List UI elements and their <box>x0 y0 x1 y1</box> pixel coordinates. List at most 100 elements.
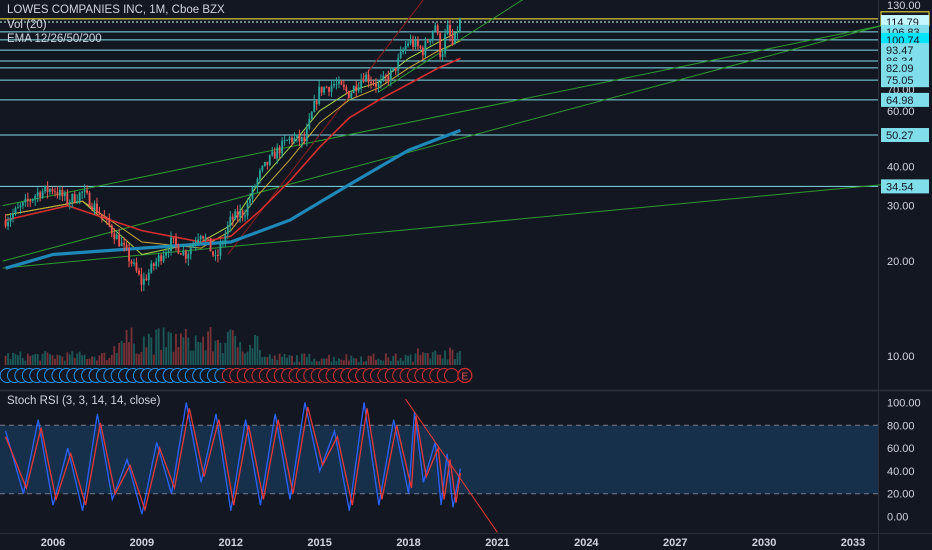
volume-bar <box>160 349 163 365</box>
candle-body <box>244 215 247 217</box>
candle-body <box>449 24 451 36</box>
volume-bar <box>29 355 32 365</box>
price-tick-label: 60.00 <box>887 106 915 118</box>
volume-bar <box>446 359 449 365</box>
candle-body <box>103 216 106 218</box>
stoch-tick-label: 80.00 <box>887 420 915 432</box>
legend-ema: EMA 12/26/50/200 <box>7 33 102 45</box>
volume-bar <box>88 358 91 365</box>
candle-body <box>404 46 407 51</box>
volume-bar <box>404 354 407 365</box>
volume-bars <box>4 327 461 365</box>
volume-bar <box>162 327 165 365</box>
volume-bar <box>254 334 256 365</box>
price-badge-label: 34.54 <box>886 181 914 193</box>
candle-body <box>342 84 345 88</box>
candle-body <box>330 85 333 92</box>
candle-body <box>370 82 372 84</box>
candle-body <box>234 211 237 220</box>
volume-bar <box>367 355 370 365</box>
candle-body <box>308 118 311 129</box>
volume-bar <box>177 346 180 365</box>
volume-bar <box>458 351 461 365</box>
volume-bar <box>120 340 123 365</box>
volume-bar <box>263 356 266 365</box>
volume-bar <box>454 359 456 365</box>
volume-bar <box>130 327 133 365</box>
time-tick-label: 2030 <box>752 537 776 549</box>
volume-bar <box>26 353 29 365</box>
volume-bar <box>315 361 318 365</box>
volume-bar <box>412 361 414 365</box>
volume-bar <box>355 358 358 365</box>
volume-bar <box>328 354 330 365</box>
volume-bar <box>365 361 368 365</box>
volume-bar <box>83 354 86 365</box>
candle-body <box>256 178 259 187</box>
candle-body <box>128 248 130 262</box>
candle-body <box>150 263 153 273</box>
volume-bar <box>278 353 281 365</box>
candle-body <box>318 86 321 104</box>
volume-bar <box>407 355 409 365</box>
candle-body <box>98 212 101 215</box>
candle-body <box>263 161 266 166</box>
candle-body <box>108 217 111 226</box>
candle-body <box>140 274 143 285</box>
candle-body <box>212 251 214 256</box>
volume-bar <box>323 358 326 365</box>
candle-body <box>113 233 116 240</box>
candle-body <box>96 203 98 213</box>
candle-body <box>217 254 219 256</box>
candle-body <box>142 278 145 285</box>
volume-bar <box>199 342 202 365</box>
time-tick-label: 2021 <box>485 537 509 549</box>
volume-bar <box>63 360 66 365</box>
volume-bar <box>34 354 37 365</box>
volume-bar <box>249 344 251 365</box>
candle-body <box>26 198 29 201</box>
volume-bar <box>118 342 121 365</box>
volume-bar <box>261 357 264 365</box>
price-badge-label: 82.09 <box>886 63 914 75</box>
candle-body <box>19 205 22 208</box>
candle-body <box>414 40 417 47</box>
volume-bar <box>236 347 239 365</box>
volume-bar <box>431 352 434 365</box>
candle-body <box>199 236 202 240</box>
candle-body <box>12 213 14 219</box>
volume-bar <box>310 361 313 365</box>
candle-body <box>152 263 155 266</box>
candle-body <box>347 91 350 99</box>
volume-bar <box>125 329 128 365</box>
candle-body <box>17 207 19 209</box>
volume-bar <box>370 355 372 365</box>
volume-bar <box>68 354 71 365</box>
ema-line <box>5 57 461 243</box>
candle-body <box>387 76 390 81</box>
volume-bar <box>256 335 259 365</box>
volume-bar <box>179 333 182 365</box>
candle-body <box>293 137 296 142</box>
volume-bar <box>170 332 172 365</box>
volume-bar <box>296 355 298 365</box>
price-badge-label: 75.05 <box>886 75 914 87</box>
volume-bar <box>335 360 338 365</box>
volume-bar <box>96 360 98 365</box>
candle-body <box>409 39 412 44</box>
volume-bar <box>31 354 34 365</box>
candle-body <box>231 216 234 220</box>
candle-body <box>165 252 168 256</box>
volume-bar <box>281 356 284 365</box>
volume-bar <box>219 342 222 365</box>
candle-body <box>49 189 51 192</box>
candle-body <box>51 189 54 192</box>
candle-body <box>147 272 150 281</box>
candle-body <box>456 31 459 33</box>
candle-body <box>419 45 422 48</box>
candle-body <box>145 278 148 281</box>
volume-bar <box>100 353 103 365</box>
candle-body <box>44 185 47 192</box>
volume-bar <box>36 354 39 365</box>
